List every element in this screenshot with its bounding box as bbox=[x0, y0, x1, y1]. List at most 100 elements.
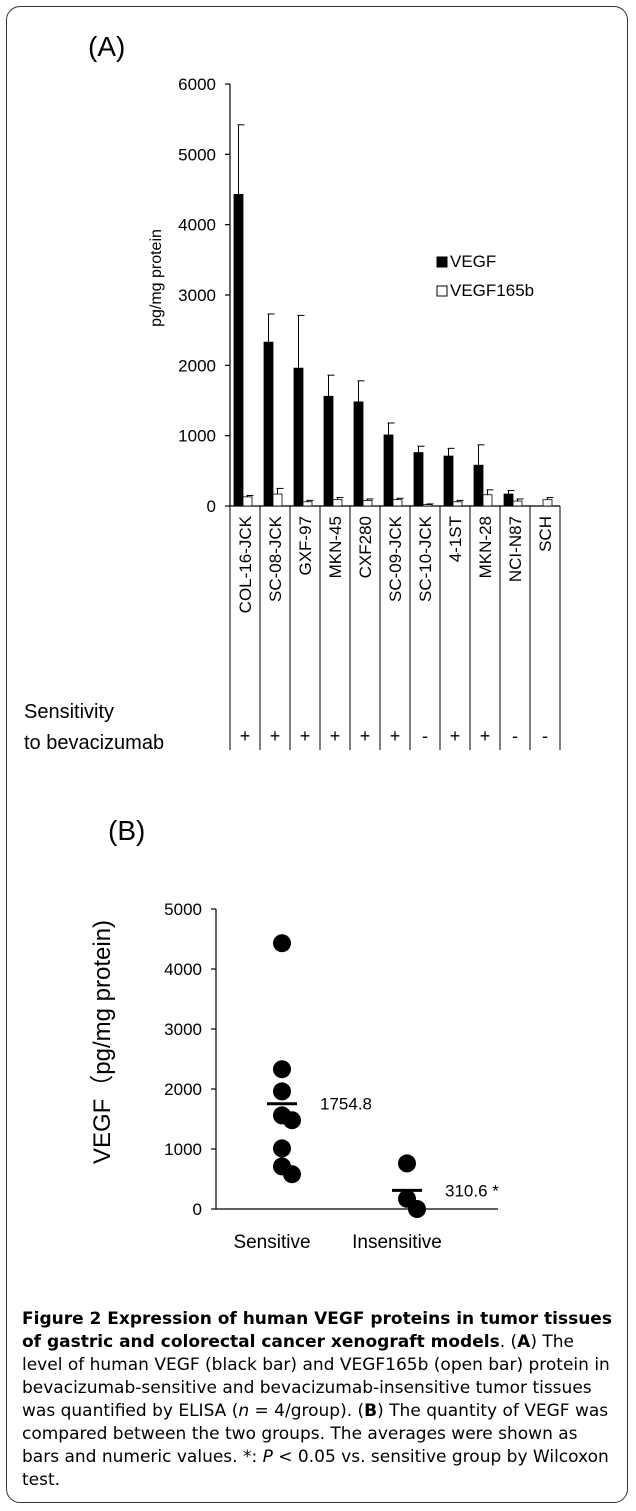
legend-vegf165b-swatch bbox=[436, 285, 448, 297]
category-label: GXF-97 bbox=[296, 516, 315, 576]
panel-b-label: (B) bbox=[108, 815, 145, 846]
figure-frame bbox=[6, 6, 628, 1503]
category-label: COL-16-JCK bbox=[236, 515, 255, 613]
panel-a-y-axis-label: pg/mg protein bbox=[148, 229, 165, 327]
y-tick-label: 6000 bbox=[178, 75, 216, 94]
data-point bbox=[283, 1165, 301, 1184]
y-tick-label: 0 bbox=[193, 1200, 202, 1219]
bar-vegf165b bbox=[482, 494, 493, 507]
caption-italic: n bbox=[238, 1401, 250, 1421]
data-point bbox=[398, 1154, 416, 1173]
y-tick-label: 2000 bbox=[164, 1080, 202, 1099]
legend-vegf-label: VEGF bbox=[450, 252, 496, 271]
bar-vegf bbox=[293, 367, 304, 507]
y-tick-label: 1000 bbox=[178, 427, 216, 446]
bar-vegf165b bbox=[512, 500, 523, 507]
caption-text: . ( bbox=[499, 1332, 518, 1352]
sensitivity-mark: - bbox=[512, 726, 518, 746]
sensitivity-mark: + bbox=[240, 726, 251, 746]
y-tick-label: 5000 bbox=[178, 145, 216, 164]
category-label: SCH bbox=[536, 516, 555, 552]
y-tick-label: 0 bbox=[207, 497, 216, 516]
mean-label: 1754.8 bbox=[320, 1095, 372, 1114]
category-label: MKN-28 bbox=[476, 516, 495, 578]
bar-vegf165b bbox=[452, 501, 463, 507]
legend-vegf165b-label: VEGF165b bbox=[450, 281, 534, 300]
y-tick-label: 4000 bbox=[178, 216, 216, 235]
bar-vegf165b bbox=[242, 496, 253, 507]
sensitivity-label-line1: Sensitivity bbox=[24, 701, 114, 723]
bar-vegf bbox=[263, 341, 274, 507]
data-point bbox=[273, 1139, 291, 1158]
category-label: 4-1ST bbox=[446, 516, 465, 562]
category-label: MKN-45 bbox=[326, 516, 345, 578]
category-label: SC-08-JCK bbox=[266, 515, 285, 602]
panel-a-y-ticks: 0 1000 2000 3000 4000 5000 6000 bbox=[178, 75, 230, 516]
figure-charts: (A) pg/mg protein 0 1000 2000 3000 4000 5000 6… bbox=[24, 31, 561, 1253]
bar-vegf bbox=[443, 455, 454, 507]
panel-a-label: (A) bbox=[88, 31, 125, 62]
bar-vegf bbox=[503, 493, 514, 507]
category-label: NCI-N87 bbox=[506, 516, 525, 582]
sensitivity-mark: + bbox=[330, 726, 341, 746]
bar-vegf bbox=[323, 395, 334, 507]
bar-vegf165b bbox=[302, 501, 313, 507]
panel-a-category-labels: COL-16-JCK SC-08-JCK GXF-97 MKN-45 CXF280 SC-… bbox=[236, 515, 555, 613]
data-point bbox=[283, 1111, 301, 1130]
caption-text: ) The level of human VEGF (black bar) an… bbox=[22, 1332, 610, 1421]
sensitivity-mark: + bbox=[450, 726, 461, 746]
category-label: SC-09-JCK bbox=[386, 515, 405, 602]
data-point bbox=[273, 1060, 291, 1079]
panel-a: (A) pg/mg protein 0 1000 2000 3000 4000 5000 6… bbox=[24, 31, 561, 754]
group-label: Insensitive bbox=[352, 1232, 442, 1253]
data-point bbox=[273, 934, 291, 953]
bar-vegf165b bbox=[542, 499, 553, 507]
bar-vegf165b bbox=[422, 504, 433, 507]
y-tick-label: 4000 bbox=[164, 960, 202, 979]
panel-b-points: 1754.8 310.6 * bbox=[267, 934, 499, 1218]
sensitivity-mark: + bbox=[270, 726, 281, 746]
bar-vegf bbox=[413, 452, 424, 507]
sensitivity-label-line2: to bevacizumab bbox=[24, 732, 164, 754]
bar-vegf bbox=[233, 194, 244, 507]
category-label: SC-10-JCK bbox=[416, 515, 435, 602]
y-tick-label: 1000 bbox=[164, 1140, 202, 1159]
mean-label: 310.6 * bbox=[445, 1181, 499, 1200]
panel-b-y-axis-label: VEGF（pg/mg protein) bbox=[89, 920, 116, 1164]
sensitivity-mark: + bbox=[300, 726, 311, 746]
caption-text: ) The quantity of VEGF was compared betw… bbox=[22, 1401, 609, 1467]
sensitivity-mark: - bbox=[422, 726, 428, 746]
group-label: Sensitive bbox=[233, 1232, 310, 1253]
bar-vegf bbox=[383, 434, 394, 507]
y-tick-label: 5000 bbox=[164, 900, 202, 919]
sensitivity-mark: + bbox=[480, 726, 491, 746]
caption-text: = 4/group). ( bbox=[249, 1401, 365, 1421]
panel-b: (B) VEGF（pg/mg protein) 0 1000 2000 3000 400… bbox=[89, 815, 499, 1253]
caption-title: Figure 2 Expression of human VEGF protei… bbox=[22, 1309, 612, 1352]
bar-vegf165b bbox=[332, 499, 343, 507]
caption-text: < 0.05 vs. sensitive group by Wilcoxon t… bbox=[22, 1447, 609, 1490]
sensitivity-mark: - bbox=[542, 726, 548, 746]
panel-b-category-labels: Sensitive Insensitive bbox=[233, 1232, 441, 1253]
bar-vegf165b bbox=[392, 499, 403, 507]
panel-a-sensitivity-table: + + + + + + - + + - - bbox=[229, 506, 561, 750]
panel-a-legend: VEGF VEGF165b bbox=[436, 252, 534, 300]
sensitivity-mark: + bbox=[360, 726, 371, 746]
caption-italic: P bbox=[262, 1447, 273, 1467]
panel-b-y-ticks: 0 1000 2000 3000 4000 5000 bbox=[164, 900, 216, 1219]
bar-vegf165b bbox=[272, 493, 283, 507]
legend-vegf-swatch bbox=[436, 256, 448, 268]
category-label: CXF280 bbox=[356, 516, 375, 578]
caption-panel-ref: B bbox=[364, 1401, 378, 1421]
y-tick-label: 3000 bbox=[164, 1020, 202, 1039]
figure-caption: Figure 2 Expression of human VEGF protei… bbox=[22, 1308, 618, 1492]
sensitivity-mark: + bbox=[390, 726, 401, 746]
data-point bbox=[273, 1082, 291, 1101]
bar-vegf bbox=[353, 401, 364, 507]
bar-vegf165b bbox=[362, 499, 373, 507]
y-tick-label: 3000 bbox=[178, 286, 216, 305]
panel-a-bars bbox=[233, 124, 554, 507]
y-tick-label: 2000 bbox=[178, 356, 216, 375]
bar-vegf bbox=[473, 464, 484, 507]
data-point bbox=[408, 1200, 426, 1218]
